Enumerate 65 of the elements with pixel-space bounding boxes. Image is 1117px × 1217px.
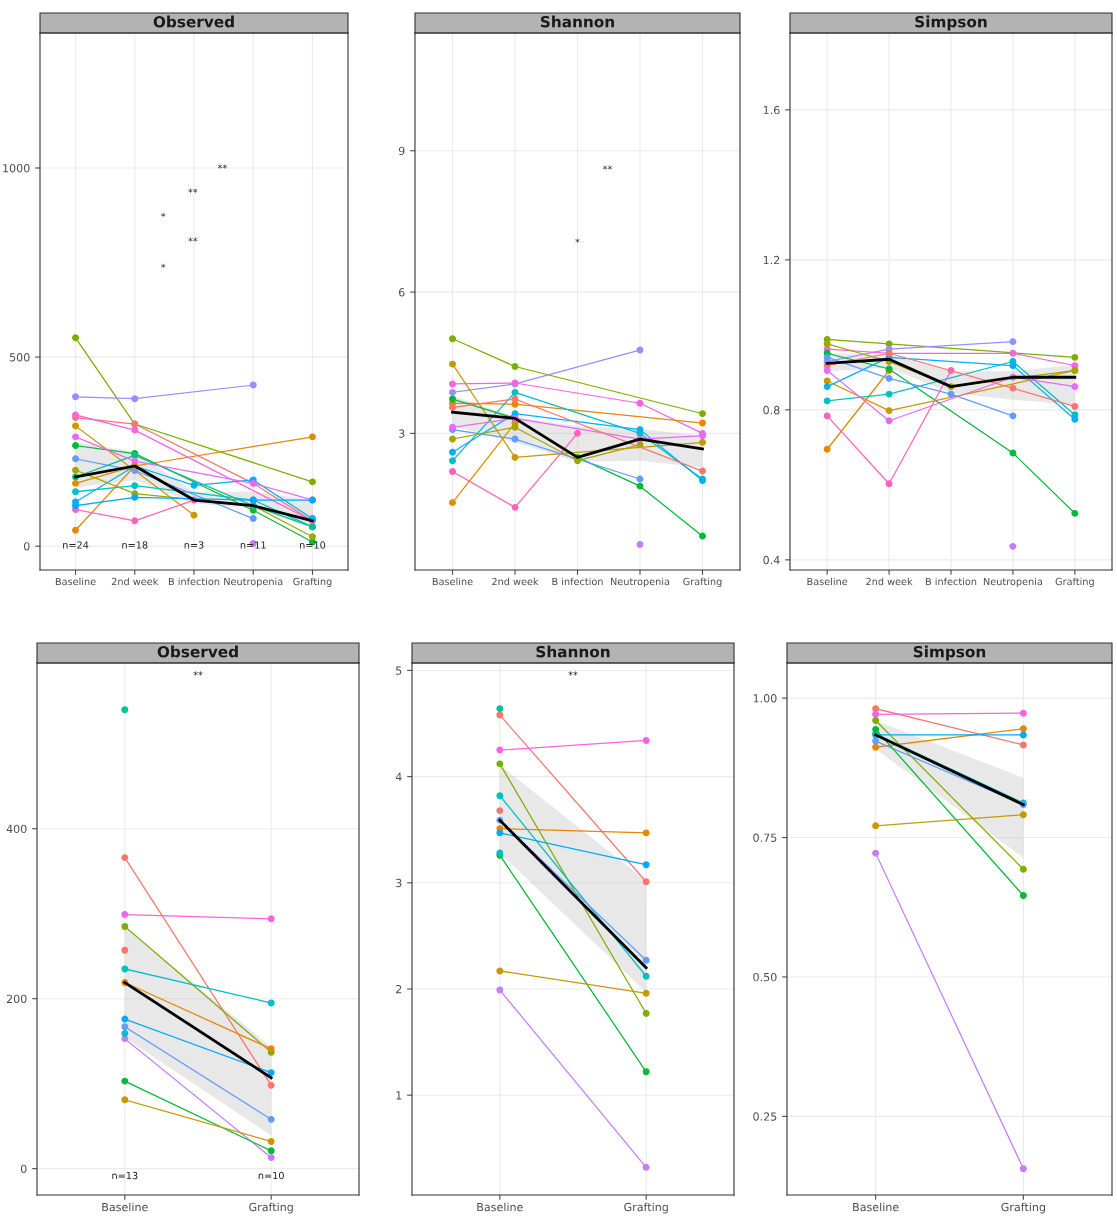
chart-title: Simpson xyxy=(913,645,986,661)
x-tick-label: Baseline xyxy=(55,577,96,586)
x-tick-label: Baseline xyxy=(432,577,473,586)
y-tick-label: 0 xyxy=(20,1164,27,1174)
y-tick-label: 0 xyxy=(23,542,30,551)
annotation: ** xyxy=(188,188,198,193)
x-tick-label: Baseline xyxy=(853,1202,899,1212)
x-tick-label: Baseline xyxy=(807,577,848,586)
x-tick-label: B infection xyxy=(168,577,220,586)
annotation: n=10 xyxy=(300,541,326,549)
y-tick-label: 3 xyxy=(396,878,402,888)
annotation: ** xyxy=(188,237,198,242)
annotation: n=3 xyxy=(184,541,204,549)
annotation: n=24 xyxy=(63,541,89,549)
annotation: * xyxy=(161,212,166,218)
x-tick-label: 2nd week xyxy=(492,577,539,586)
x-tick-label: 2nd week xyxy=(866,577,913,586)
y-tick-label: 5 xyxy=(396,666,402,675)
y-tick-label: 1.2 xyxy=(763,255,780,265)
x-tick-label: Grafting xyxy=(293,577,332,588)
annotation: ** xyxy=(217,164,227,169)
x-tick-label: Grafting xyxy=(1001,1202,1045,1214)
y-tick-label: 3 xyxy=(399,429,405,438)
chart-title: Shannon xyxy=(540,15,614,28)
x-tick-label: Baseline xyxy=(477,1202,523,1212)
annotation: n=11 xyxy=(240,541,266,549)
chart-title: Observed xyxy=(157,645,238,658)
x-tick-label: Grafting xyxy=(1055,577,1094,588)
y-tick-label: 1.6 xyxy=(763,105,780,115)
chart-title: Shannon xyxy=(536,645,610,658)
y-tick-label: 1 xyxy=(396,1091,402,1100)
x-tick-label: B infection xyxy=(925,577,977,586)
x-tick-label: Grafting xyxy=(624,1202,668,1214)
x-tick-label: Neutropenia xyxy=(224,577,283,588)
annotation: ** xyxy=(568,671,578,676)
y-tick-label: 0.4 xyxy=(763,555,780,565)
x-tick-label: Baseline xyxy=(102,1202,148,1212)
annotation: n=10 xyxy=(258,1171,284,1180)
chart-title: Observed xyxy=(153,15,234,28)
y-tick-label: 200 xyxy=(6,994,27,1004)
y-tick-label: 4 xyxy=(395,772,402,781)
y-tick-label: 9 xyxy=(398,146,405,156)
chart-title: Simpson xyxy=(915,15,987,31)
y-tick-label: 0.25 xyxy=(753,1112,777,1121)
x-tick-label: Grafting xyxy=(249,1202,293,1214)
x-tick-label: Neutropenia xyxy=(983,577,1042,588)
y-tick-label: 0.75 xyxy=(753,833,777,842)
annotation: * xyxy=(575,238,580,243)
annotation: * xyxy=(161,263,166,269)
y-tick-label: 1.00 xyxy=(753,694,777,703)
x-tick-label: 2nd week xyxy=(111,577,159,586)
x-tick-label: B infection xyxy=(552,577,603,586)
annotation: ** xyxy=(193,671,203,676)
y-tick-label: 6 xyxy=(398,288,405,297)
y-tick-label: 2 xyxy=(396,984,402,994)
annotation: n=13 xyxy=(112,1171,138,1180)
x-tick-label: Neutropenia xyxy=(610,577,670,588)
y-tick-label: 0.50 xyxy=(753,972,777,982)
y-tick-label: 1000 xyxy=(3,163,30,173)
annotation: n=18 xyxy=(122,541,148,549)
y-tick-label: 400 xyxy=(6,824,27,834)
y-tick-label: 500 xyxy=(9,353,30,362)
annotation: ** xyxy=(602,165,613,170)
y-tick-label: 0.8 xyxy=(763,405,780,415)
x-tick-label: Grafting xyxy=(683,577,722,588)
